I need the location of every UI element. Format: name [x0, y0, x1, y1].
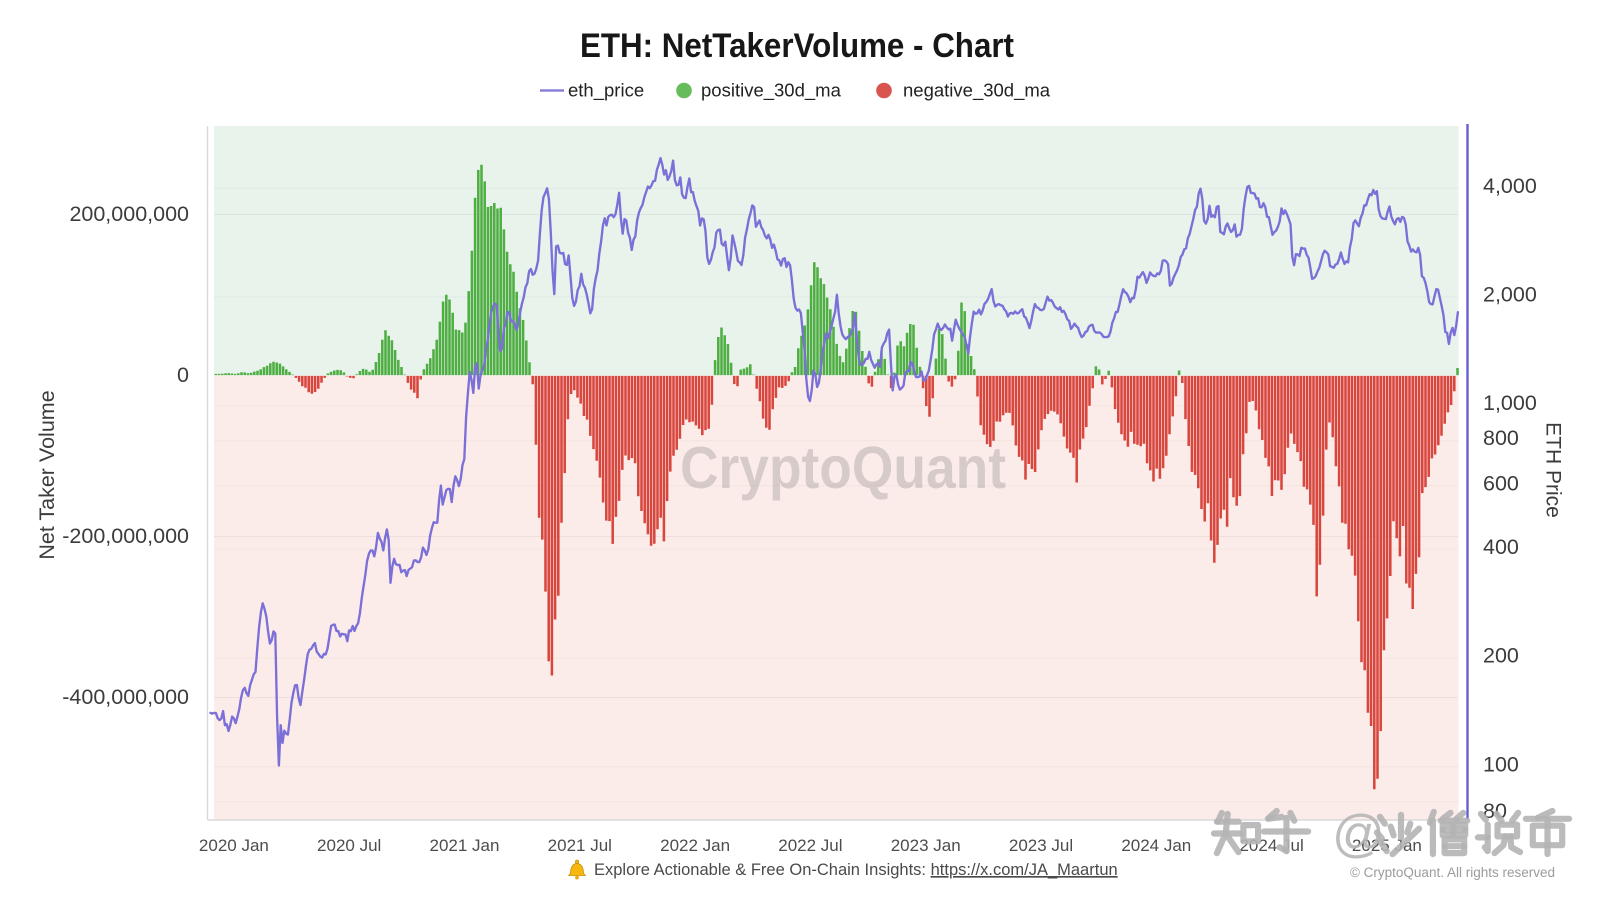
svg-text:2023 Jan: 2023 Jan	[891, 836, 961, 855]
svg-text:2023 Jul: 2023 Jul	[1009, 836, 1073, 855]
svg-text:0: 0	[177, 363, 189, 387]
svg-text:-200,000,000: -200,000,000	[62, 524, 189, 548]
svg-text:@: @	[1332, 805, 1385, 863]
svg-text:2024 Jan: 2024 Jan	[1121, 836, 1191, 855]
svg-text:positive_30d_ma: positive_30d_ma	[701, 80, 842, 102]
svg-text:Net Taker Volume: Net Taker Volume	[35, 390, 59, 559]
svg-text:800: 800	[1483, 426, 1519, 450]
svg-text:600: 600	[1483, 471, 1519, 495]
svg-text:Explore Actionable & Free On-C: Explore Actionable & Free On-Chain Insig…	[594, 861, 1118, 879]
svg-text:2020 Jul: 2020 Jul	[317, 836, 381, 855]
svg-text:2020 Jan: 2020 Jan	[199, 836, 269, 855]
svg-text:2022 Jan: 2022 Jan	[660, 836, 730, 855]
svg-text:400: 400	[1483, 535, 1519, 559]
svg-text:negative_30d_ma: negative_30d_ma	[903, 80, 1051, 102]
svg-text:-400,000,000: -400,000,000	[62, 685, 189, 709]
svg-text:2022 Jul: 2022 Jul	[778, 836, 842, 855]
svg-text:4,000: 4,000	[1483, 174, 1537, 198]
svg-text:100: 100	[1483, 752, 1519, 776]
svg-text:ETH: NetTakerVolume - Chart: ETH: NetTakerVolume - Chart	[580, 27, 1014, 65]
svg-text:CryptoQuant: CryptoQuant	[680, 435, 1006, 501]
svg-text:2021 Jan: 2021 Jan	[430, 836, 500, 855]
svg-text:© CryptoQuant. All rights rese: © CryptoQuant. All rights reserved	[1350, 865, 1555, 880]
svg-text:2021 Jul: 2021 Jul	[548, 836, 612, 855]
svg-text:2,000: 2,000	[1483, 283, 1537, 307]
svg-text:eth_price: eth_price	[568, 80, 644, 102]
svg-text:1,000: 1,000	[1483, 391, 1537, 415]
svg-text:200,000,000: 200,000,000	[69, 202, 189, 226]
svg-text:200: 200	[1483, 644, 1519, 668]
svg-text:ETH Price: ETH Price	[1542, 422, 1565, 518]
